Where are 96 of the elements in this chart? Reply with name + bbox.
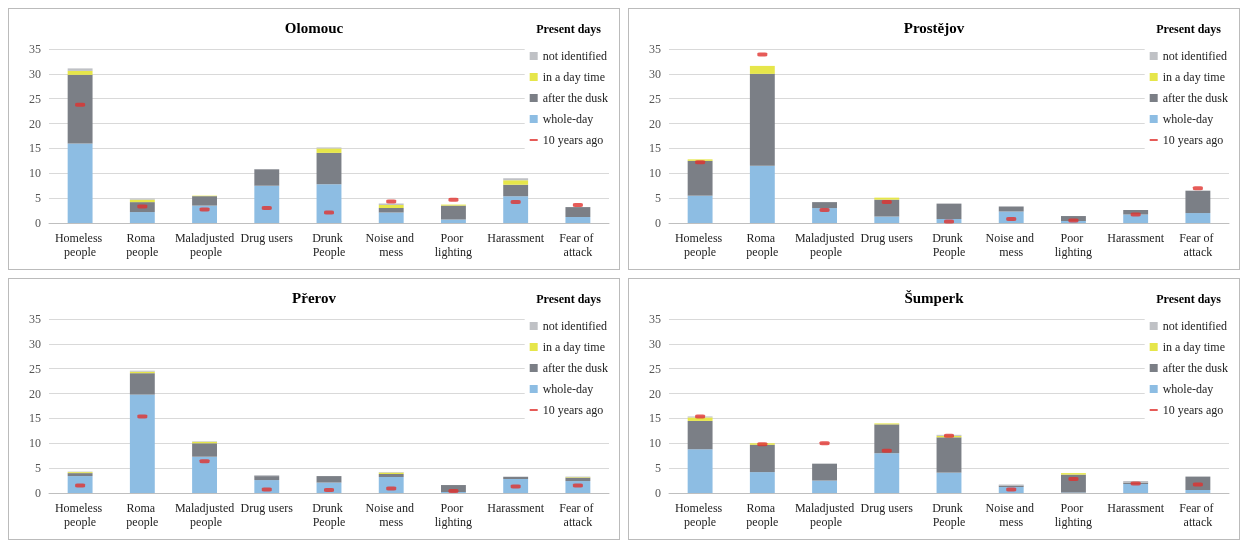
chart-title: Olomouc <box>284 19 344 36</box>
x-tick-label: Fear of attack <box>1179 501 1217 529</box>
y-tick-label: 20 <box>29 116 41 131</box>
legend-label: whole-day <box>1162 382 1214 396</box>
legend-label: 10 years ago <box>542 133 604 147</box>
legend-label: in a day time <box>1162 340 1226 354</box>
x-tick-label: Homeless people <box>674 501 726 529</box>
legend-label: 10 years ago <box>1162 403 1224 417</box>
x-tick-label: Noise and mess <box>985 231 1037 259</box>
y-tick-label: 35 <box>649 312 661 326</box>
x-tick-label: Maladjusted people <box>794 501 855 529</box>
x-tick-label: Harassment <box>487 501 545 515</box>
y-tick-label: 15 <box>649 141 661 156</box>
x-tick-label: Poor lighting <box>1054 231 1093 259</box>
legend-label: after the dusk <box>1162 361 1228 375</box>
legend-title: Present days <box>536 22 602 36</box>
x-tick-label: Roma people <box>126 231 159 259</box>
y-tick-label: 5 <box>35 461 41 476</box>
chart-title: Prostějov <box>903 19 965 36</box>
x-tick-label: Harassment <box>1107 501 1165 515</box>
y-tick-label: 35 <box>29 42 41 56</box>
legend-label: in a day time <box>1162 70 1226 84</box>
legend-label: whole-day <box>1162 112 1214 126</box>
y-tick-label: 20 <box>649 386 661 401</box>
y-tick-label: 15 <box>29 141 41 156</box>
y-tick-label: 0 <box>35 486 41 500</box>
x-tick-label: Drug users <box>860 231 914 245</box>
y-tick-label: 20 <box>649 116 661 131</box>
x-tick-label: Maladjusted people <box>794 231 855 259</box>
y-tick-label: 15 <box>29 411 41 426</box>
x-tick-label: Noise and mess <box>365 231 417 259</box>
x-tick-label: Drug users <box>240 231 294 245</box>
y-tick-label: 0 <box>35 216 41 230</box>
x-tick-label: Drunk People <box>312 231 346 259</box>
legend-title: Present days <box>1156 22 1222 36</box>
legend-label: whole-day <box>542 112 594 126</box>
x-tick-label: Roma people <box>126 501 159 529</box>
legend-label: after the dusk <box>1162 91 1228 105</box>
x-tick-label: Drunk People <box>932 501 966 529</box>
x-tick-label: Fear of attack <box>559 501 597 529</box>
x-tick-label: Fear of attack <box>1179 231 1217 259</box>
y-tick-label: 10 <box>649 166 661 181</box>
x-tick-label: Homeless people <box>674 231 726 259</box>
y-tick-label: 20 <box>29 386 41 401</box>
x-tick-label: Drunk People <box>312 501 346 529</box>
chart-title: Šumperk <box>904 289 965 306</box>
x-tick-label: Maladjusted people <box>174 231 235 259</box>
x-tick-label: Poor lighting <box>434 231 473 259</box>
legend-label: whole-day <box>542 382 594 396</box>
x-tick-label: Harassment <box>1107 231 1165 245</box>
y-tick-label: 35 <box>29 312 41 326</box>
y-tick-label: 5 <box>35 191 41 206</box>
legend-label: 10 years ago <box>542 403 604 417</box>
legend-label: 10 years ago <box>1162 133 1224 147</box>
y-tick-label: 30 <box>29 336 41 351</box>
y-tick-label: 25 <box>29 361 41 376</box>
y-tick-label: 25 <box>649 91 661 106</box>
legend-title: Present days <box>536 292 602 306</box>
x-tick-label: Homeless people <box>54 501 106 529</box>
y-tick-label: 30 <box>649 66 661 81</box>
y-tick-label: 30 <box>649 336 661 351</box>
x-tick-label: Poor lighting <box>434 501 473 529</box>
legend-title: Present days <box>1156 292 1222 306</box>
y-tick-label: 0 <box>655 486 661 500</box>
y-tick-label: 10 <box>29 436 41 451</box>
x-tick-label: Noise and mess <box>985 501 1037 529</box>
legend-label: in a day time <box>542 70 606 84</box>
x-tick-label: Homeless people <box>54 231 106 259</box>
x-tick-label: Drug users <box>240 501 294 515</box>
legend-label: after the dusk <box>542 361 608 375</box>
legend-label: after the dusk <box>542 91 608 105</box>
y-tick-label: 30 <box>29 66 41 81</box>
x-tick-label: Roma people <box>746 501 779 529</box>
x-tick-label: Fear of attack <box>559 231 597 259</box>
x-tick-label: Roma people <box>746 231 779 259</box>
chart-title: Přerov <box>292 289 337 306</box>
x-tick-label: Noise and mess <box>365 501 417 529</box>
y-tick-label: 15 <box>649 411 661 426</box>
y-tick-label: 10 <box>649 436 661 451</box>
x-tick-label: Harassment <box>487 231 545 245</box>
legend-label: in a day time <box>542 340 606 354</box>
y-tick-label: 10 <box>29 166 41 181</box>
y-tick-label: 25 <box>649 361 661 376</box>
legend-label: not identified <box>542 49 608 63</box>
x-tick-label: Drug users <box>860 501 914 515</box>
y-tick-label: 35 <box>649 42 661 56</box>
x-tick-label: Drunk People <box>932 231 966 259</box>
y-tick-label: 0 <box>655 216 661 230</box>
y-tick-label: 5 <box>655 191 661 206</box>
legend-label: not identified <box>542 319 608 333</box>
legend-label: not identified <box>1162 319 1228 333</box>
x-tick-label: Maladjusted people <box>174 501 235 529</box>
y-tick-label: 25 <box>29 91 41 106</box>
legend-label: not identified <box>1162 49 1228 63</box>
x-tick-label: Poor lighting <box>1054 501 1093 529</box>
y-tick-label: 5 <box>655 461 661 476</box>
